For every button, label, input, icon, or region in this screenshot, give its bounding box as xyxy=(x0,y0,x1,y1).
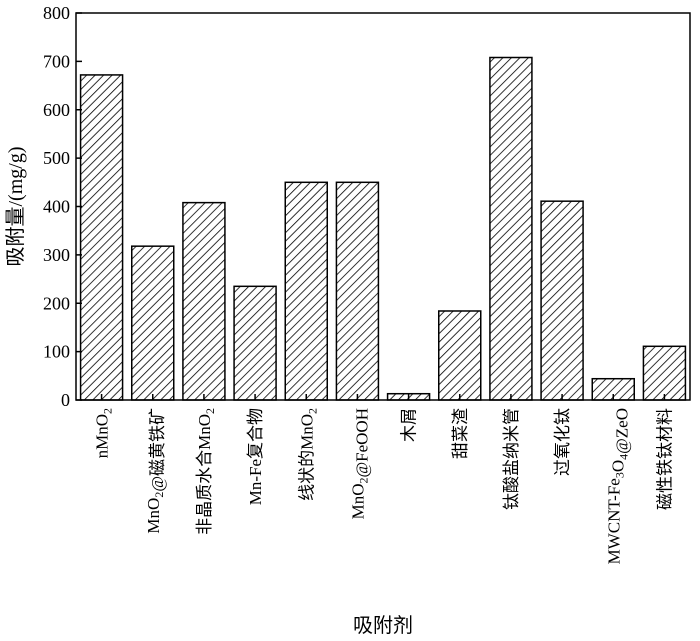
bar-11 xyxy=(642,345,687,401)
y-tick-label-7: 700 xyxy=(43,51,70,71)
x-category-label-6: 木屑 xyxy=(400,408,419,442)
y-tick-label-4: 400 xyxy=(43,197,70,217)
bar-2 xyxy=(182,201,226,401)
x-category-label-2: 非晶质水合MnO2 xyxy=(195,408,217,535)
bar-3 xyxy=(233,285,277,401)
x-category-label-4: 线状的MnO2 xyxy=(297,408,319,501)
bar-8 xyxy=(489,56,533,401)
y-tick-label-0: 0 xyxy=(61,390,70,410)
x-category-label-1: MnO2@磁黄铁矿 xyxy=(144,408,167,534)
y-tick-label-1: 100 xyxy=(43,342,70,362)
y-tick-label-3: 300 xyxy=(43,245,70,265)
x-category-label-5: MnO2@FeOOH xyxy=(348,408,371,519)
x-category-label-3: Mn-Fe复合物 xyxy=(246,408,265,505)
bar-5 xyxy=(335,181,380,401)
y-tick-label-6: 600 xyxy=(43,100,70,120)
x-category-label-0: nMnO2 xyxy=(93,408,115,458)
bar-4 xyxy=(284,181,328,401)
bar-0 xyxy=(79,74,124,401)
x-axis-title: 吸附剂 xyxy=(353,614,413,637)
x-category-label-9: 过氧化钛 xyxy=(553,408,572,476)
x-category-label-8: 钛酸盐纳米管 xyxy=(502,408,521,510)
bar-9 xyxy=(540,200,584,401)
x-category-label-11: 磁性铁钛材料 xyxy=(655,408,674,510)
y-axis-title: 吸附量/(mg/g) xyxy=(4,147,27,267)
x-category-label-7: 甜菜渣 xyxy=(451,408,470,459)
y-tick-label-2: 200 xyxy=(43,293,70,313)
bar-1 xyxy=(131,245,175,401)
x-category-label-10: MWCNT-Fe3O4@ZeO xyxy=(604,408,631,564)
bar-7 xyxy=(438,310,482,401)
y-tick-label-8: 800 xyxy=(43,3,70,23)
y-tick-label-5: 500 xyxy=(43,148,70,168)
